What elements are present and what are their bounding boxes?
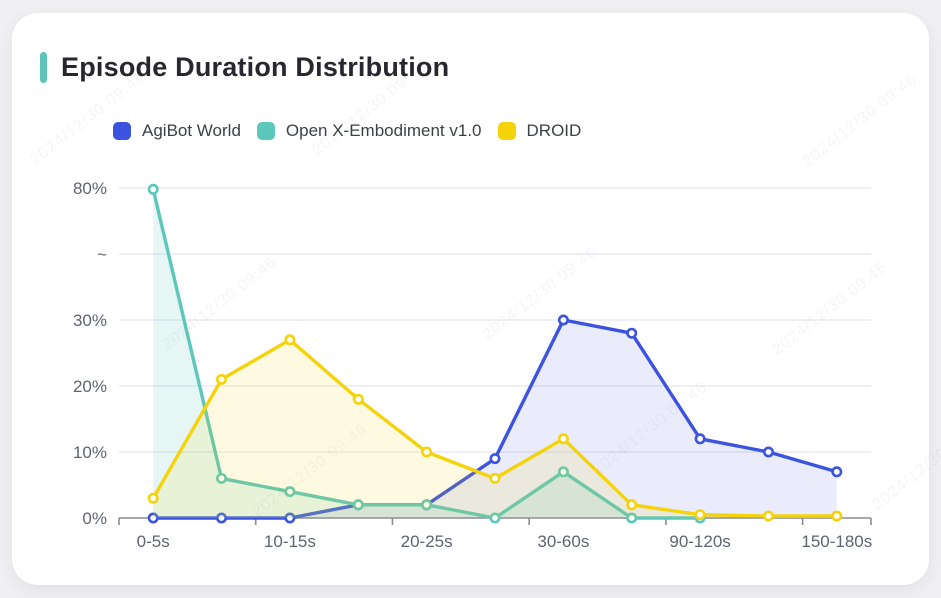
legend: AgiBot World Open X-Embodiment v1.0 DROI… bbox=[113, 121, 581, 141]
x-axis-label: 150-180s bbox=[801, 532, 872, 551]
data-point-agibot-world[interactable] bbox=[284, 512, 296, 524]
chart-card bbox=[12, 13, 929, 585]
legend-swatch-open-x-embodiment bbox=[256, 122, 275, 140]
data-point-droid[interactable] bbox=[831, 510, 843, 522]
data-point-open-x-embodiment-v1-0[interactable] bbox=[216, 472, 228, 484]
data-point-agibot-world[interactable] bbox=[831, 466, 843, 478]
data-point-agibot-world[interactable] bbox=[216, 512, 228, 524]
series-area-open-x-embodiment-v1-0 bbox=[153, 189, 701, 519]
data-point-droid[interactable] bbox=[284, 334, 296, 346]
legend-label-agibot-world: AgiBot World bbox=[142, 121, 241, 140]
legend-item-droid[interactable]: DROID bbox=[497, 121, 582, 141]
data-point-open-x-embodiment-v1-0[interactable] bbox=[489, 512, 501, 524]
data-point-droid[interactable] bbox=[626, 499, 638, 511]
data-point-open-x-embodiment-v1-0[interactable] bbox=[421, 499, 433, 511]
data-point-droid[interactable] bbox=[421, 446, 433, 458]
y-axis-label: 0% bbox=[82, 509, 107, 528]
x-axis-label: 0-5s bbox=[137, 532, 170, 551]
data-point-droid[interactable] bbox=[694, 509, 706, 521]
data-point-droid[interactable] bbox=[147, 492, 159, 504]
title-row: Episode Duration Distribution bbox=[40, 52, 449, 83]
y-axis-label: 80% bbox=[73, 179, 107, 198]
y-axis-label: 10% bbox=[73, 443, 107, 462]
data-point-agibot-world[interactable] bbox=[489, 453, 501, 465]
x-axis-label: 20-25s bbox=[401, 532, 453, 551]
data-point-droid[interactable] bbox=[557, 433, 569, 445]
data-point-open-x-embodiment-v1-0[interactable] bbox=[147, 183, 159, 195]
series-droid bbox=[147, 334, 843, 522]
x-axis-label: 90-120s bbox=[669, 532, 730, 551]
legend-swatch-agibot-world bbox=[113, 122, 131, 140]
y-axis-label: ~ bbox=[97, 245, 107, 264]
x-axis-label: 10-15s bbox=[264, 532, 316, 551]
data-point-droid[interactable] bbox=[489, 472, 501, 484]
y-axis-label: 20% bbox=[73, 377, 107, 396]
data-point-agibot-world[interactable] bbox=[694, 433, 706, 445]
data-point-open-x-embodiment-v1-0[interactable] bbox=[626, 512, 638, 524]
y-axis-label: 30% bbox=[73, 311, 107, 330]
legend-item-agibot-world[interactable]: AgiBot World bbox=[113, 121, 241, 141]
data-point-open-x-embodiment-v1-0[interactable] bbox=[557, 466, 569, 478]
series-area-droid bbox=[153, 339, 837, 518]
data-point-agibot-world[interactable] bbox=[626, 327, 638, 339]
title-accent-bar bbox=[40, 52, 47, 83]
legend-item-open-x-embodiment[interactable]: Open X-Embodiment v1.0 bbox=[256, 121, 482, 141]
legend-label-open-x-embodiment: Open X-Embodiment v1.0 bbox=[285, 121, 482, 140]
data-point-open-x-embodiment-v1-0[interactable] bbox=[284, 486, 296, 498]
series-open-x-embodiment-v1-0 bbox=[147, 183, 706, 524]
data-point-agibot-world[interactable] bbox=[147, 512, 159, 524]
data-point-open-x-embodiment-v1-0[interactable] bbox=[352, 499, 364, 511]
series-area-agibot-world bbox=[153, 320, 837, 518]
data-point-droid[interactable] bbox=[762, 510, 774, 522]
x-axis-label: 30-60s bbox=[537, 532, 589, 551]
chart-title: Episode Duration Distribution bbox=[61, 52, 450, 82]
legend-label-droid: DROID bbox=[526, 121, 582, 140]
data-point-droid[interactable] bbox=[352, 393, 364, 405]
series-agibot-world bbox=[147, 314, 843, 524]
data-point-agibot-world[interactable] bbox=[557, 314, 569, 326]
legend-swatch-droid bbox=[497, 122, 516, 140]
data-point-droid[interactable] bbox=[216, 373, 228, 385]
data-point-agibot-world[interactable] bbox=[762, 446, 774, 458]
